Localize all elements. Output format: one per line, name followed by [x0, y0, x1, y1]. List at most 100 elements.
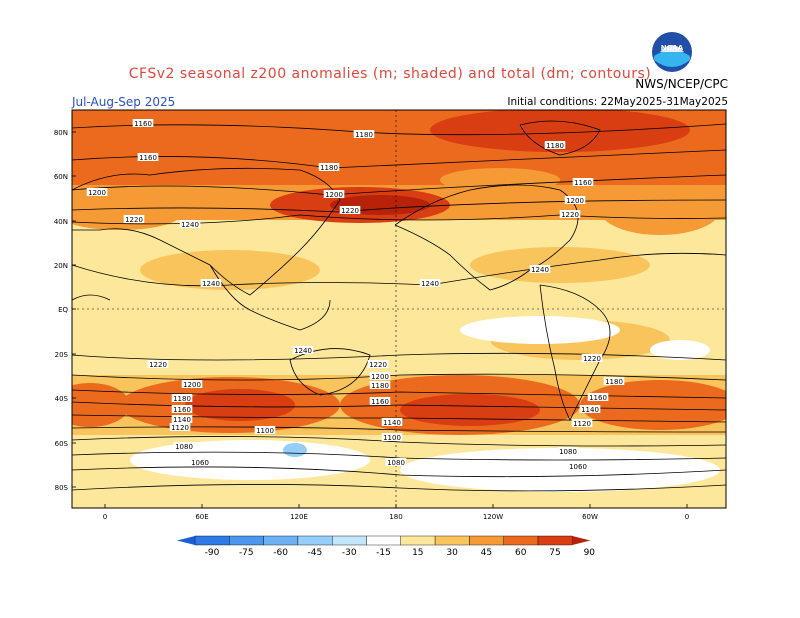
- contour-label: 1140: [383, 419, 401, 427]
- contour-label-bg: [171, 394, 193, 402]
- contour-label-bg: [173, 442, 195, 450]
- contour-label-bg: [367, 360, 389, 368]
- contour-label-bg: [385, 458, 407, 466]
- contour-label-bg: [171, 415, 193, 423]
- contour-label: 1060: [569, 463, 587, 471]
- contour-label: 1240: [294, 347, 312, 355]
- contour-label-group: 1160 1180 1160 1180 1180 1160 1200 1200 1200 1220…: [86, 119, 625, 471]
- contour-label: 1200: [371, 373, 389, 381]
- coastlines: [72, 120, 611, 421]
- contour-label: 1140: [173, 416, 191, 424]
- contour-label-bg: [132, 119, 154, 127]
- colorbar-segment: [537, 535, 573, 546]
- anomaly-shading: [72, 110, 726, 508]
- contour-label: 1160: [574, 179, 592, 187]
- contour-label-bg: [200, 279, 222, 287]
- lon-label: 60E: [195, 513, 208, 521]
- colorbar-right-arrow: [572, 536, 591, 545]
- lat-label: 80N: [54, 129, 68, 137]
- contour-label-bg: [292, 346, 314, 354]
- contour-label: 1220: [583, 355, 601, 363]
- contour-label-bg: [189, 458, 211, 466]
- colorbar-left-arrow: [177, 536, 195, 545]
- contour-label-bg: [254, 426, 276, 434]
- colorbar-tick-label: -15: [376, 548, 391, 558]
- contour-label-bg: [544, 141, 566, 149]
- contour-label: 1060: [191, 459, 209, 467]
- contour-label: 1220: [125, 216, 143, 224]
- contour-label: 1200: [183, 381, 201, 389]
- contour-label-bg: [323, 190, 345, 198]
- lon-label: 120W: [483, 513, 503, 521]
- contour-label: 1140: [581, 406, 599, 414]
- colorbar-tick-label: -30: [342, 548, 357, 558]
- logo-text: NOAA: [661, 44, 684, 52]
- contour-label-bg: [181, 380, 203, 388]
- contour-label-bg: [564, 196, 586, 204]
- colorbar-tick-label: -90: [205, 548, 220, 558]
- contour-label: 1180: [546, 142, 564, 150]
- contour-label: 1240: [181, 221, 199, 229]
- colorbar-segment: [469, 535, 504, 546]
- contour-label: 1200: [325, 191, 343, 199]
- contour-label-bg: [581, 354, 603, 362]
- contour-label-bg: [171, 405, 193, 413]
- contour-label-bg: [587, 393, 609, 401]
- contour-label-bg: [603, 377, 625, 385]
- contour-label: 1080: [387, 459, 405, 467]
- contour-label-bg: [86, 188, 108, 196]
- lat-label: 80S: [55, 484, 69, 492]
- contour-label-bg: [179, 220, 201, 228]
- contour-label: 1200: [566, 197, 584, 205]
- contour-label-bg: [318, 163, 340, 171]
- colorbar-tick-label: 45: [481, 548, 492, 558]
- contour-label: 1120: [171, 424, 189, 432]
- contour-label-bg: [369, 397, 391, 405]
- lat-label: 20N: [54, 262, 68, 270]
- contour-label-bg: [137, 153, 159, 161]
- contour-label: 1220: [149, 361, 167, 369]
- colorbar-segment: [332, 535, 367, 546]
- contour-label: 1220: [369, 361, 387, 369]
- contour-label: 1160: [139, 154, 157, 162]
- contour-label: 1240: [421, 280, 439, 288]
- contour-label-bg: [123, 215, 145, 223]
- lat-label: 60S: [55, 440, 69, 448]
- contour-label-bg: [579, 405, 601, 413]
- contour-label: 1220: [341, 207, 359, 215]
- colorbar-tick-label: 75: [549, 548, 560, 558]
- contour-label: 1180: [320, 164, 338, 172]
- colorbar-segment: [366, 535, 401, 546]
- colorbar-segment: [263, 535, 299, 546]
- contour-label: 1100: [383, 434, 401, 442]
- contour-label-bg: [567, 462, 589, 470]
- contour-label: 1200: [88, 189, 106, 197]
- contour-label: 1160: [589, 394, 607, 402]
- contour-label-bg: [169, 423, 191, 431]
- lon-label: 180: [389, 513, 402, 521]
- lat-label: 60N: [54, 173, 68, 181]
- chart-title: CFSv2 seasonal z200 anomalies (m; shaded…: [128, 66, 652, 82]
- colorbar-tick-label: 15: [412, 548, 423, 558]
- contour-label: 1160: [134, 120, 152, 128]
- reference-lines: [72, 110, 726, 508]
- lon-label: 60W: [582, 513, 598, 521]
- contour-label-bg: [147, 360, 169, 368]
- contour-label: 1120: [573, 420, 591, 428]
- contour-label: 1160: [173, 406, 191, 414]
- colorbar-tick-label: 30: [446, 548, 458, 558]
- lat-tick-group: 80N 60N 40N 20N EQ 20S 40S 60S 80S: [54, 129, 76, 492]
- contour-label-bg: [572, 178, 594, 186]
- contour-label: 1240: [202, 280, 220, 288]
- contour-label: 1160: [371, 398, 389, 406]
- initial-conditions-label: Initial conditions: 22May2025-31May2025: [507, 96, 728, 108]
- contour-label: 1180: [173, 395, 191, 403]
- contour-label: 1180: [605, 378, 623, 386]
- colorbar-tick-label: -60: [273, 548, 288, 558]
- lon-label: 0: [685, 513, 689, 521]
- contour-label: 1220: [561, 211, 579, 219]
- contour-label-bg: [339, 206, 361, 214]
- contour-label-bg: [381, 433, 403, 441]
- contour-label: 1180: [371, 382, 389, 390]
